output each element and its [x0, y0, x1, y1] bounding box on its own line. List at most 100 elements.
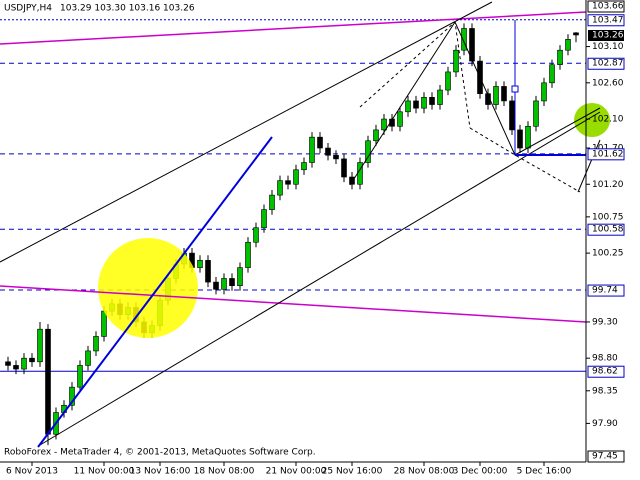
y-tick-label: 98.80: [592, 354, 618, 364]
candle-body: [349, 176, 355, 185]
candle-body: [365, 140, 371, 163]
level-label: 101.62: [592, 149, 624, 159]
y-tick-label: 97.90: [592, 419, 618, 429]
candle-body: [277, 180, 283, 196]
level-box: [587, 284, 625, 297]
level-label: 100.58: [592, 225, 624, 235]
level-label: 103.47: [592, 15, 624, 25]
dotted-line: [469, 127, 581, 193]
plot: [0, 19, 586, 446]
highlight-ellipse: [574, 103, 610, 137]
candle-body: [93, 336, 99, 352]
header-quote: 103.29 103.30 103.16 103.26: [60, 4, 195, 14]
highlight-circle: [98, 238, 198, 338]
candle-body: [21, 357, 27, 370]
candle-body: [317, 136, 323, 149]
candle-body: [373, 129, 379, 142]
candle-body: [413, 100, 419, 109]
candle-body: [565, 39, 571, 51]
candle-body: [301, 162, 307, 171]
candle-body: [29, 357, 35, 363]
x-tick-label: 28 Nov 08:00: [394, 467, 455, 477]
dotted-line: [359, 21, 471, 129]
x-tick-label: 5 Dec 16:00: [517, 467, 572, 477]
x-tick-label: 25 Nov 16:00: [322, 467, 383, 477]
x-tick-label: 13 Nov 16:00: [130, 467, 191, 477]
price-box: [587, 0, 625, 13]
candle-body: [405, 100, 411, 113]
y-tick-label: 102.10: [592, 115, 624, 125]
y-tick-label: 98.35: [592, 386, 618, 396]
candle-body: [469, 28, 475, 62]
wave-line: [349, 20, 601, 186]
candle-body: [237, 267, 243, 287]
footer: RoboForex - MetaTrader 4, © 2001-2013, M…: [4, 448, 316, 458]
level-label: 99.74: [592, 286, 618, 296]
candle-body: [205, 260, 211, 283]
candle-body: [421, 97, 427, 109]
level-box: [587, 57, 625, 70]
candle-body: [37, 328, 43, 363]
x-tick-label: 6 Nov 2013: [6, 467, 58, 477]
x-tick-label: 3 Dec 00:00: [453, 467, 508, 477]
candle-body: [533, 100, 539, 127]
y-tick-label: 101.20: [592, 180, 624, 190]
candle-body: [573, 32, 579, 36]
level-label: 102.87: [592, 59, 624, 69]
y-tick-label: 103.10: [592, 42, 624, 52]
y-limit-label: 97.45: [592, 452, 618, 462]
candle-body: [501, 86, 507, 102]
candle-body: [525, 125, 531, 149]
y-tick-label: 100.25: [592, 249, 624, 259]
candle-body: [253, 227, 259, 243]
candle-body: [429, 97, 435, 105]
channel-line: [0, 1, 493, 263]
trend-line: [0, 285, 587, 323]
candle-body: [381, 118, 387, 131]
candle-body: [493, 86, 499, 105]
candle-body: [357, 162, 363, 185]
candle-body: [309, 136, 315, 163]
candle-body: [221, 278, 227, 290]
level-box: [587, 148, 625, 161]
candle-body: [213, 281, 219, 290]
candle-body: [197, 260, 203, 268]
trend-line: [0, 11, 587, 45]
candle-body: [269, 194, 275, 210]
marker-box: [511, 85, 519, 93]
annotations: [0, 1, 610, 448]
candle-body: [245, 241, 251, 268]
y-limit-label: 103.66: [592, 2, 624, 12]
candle-body: [85, 350, 91, 366]
candle-body: [77, 365, 83, 388]
current-price-label: 103.26: [592, 30, 624, 40]
level-box: [587, 223, 625, 236]
level-box: [587, 365, 625, 378]
candle-body: [509, 100, 515, 131]
candle-body: [517, 129, 523, 149]
candle-body: [541, 82, 547, 102]
x-tick-label: 18 Nov 08:00: [194, 467, 255, 477]
price-box: [587, 450, 625, 463]
candle-body: [485, 93, 491, 105]
candle-body: [445, 71, 451, 91]
candle-body: [341, 158, 347, 178]
y-tick-label: 99.30: [592, 317, 618, 327]
header-symbol: USDJPY,H4: [4, 4, 52, 14]
candle-body: [5, 361, 11, 366]
candle-body: [101, 310, 107, 337]
candle-body: [549, 64, 555, 84]
trend-line: [37, 136, 273, 448]
candle-body: [333, 154, 339, 160]
y-tick-label: 100.75: [592, 212, 624, 222]
candle-body: [45, 328, 51, 435]
x-tick-label: 11 Nov 00:00: [74, 467, 135, 477]
candle-body: [397, 111, 403, 127]
level-label: 98.62: [592, 367, 618, 377]
candle-body: [437, 89, 443, 105]
candle-body: [461, 28, 467, 51]
y-tick-label: 102.60: [592, 78, 624, 88]
candle-body: [453, 49, 459, 73]
candle-body: [261, 209, 267, 229]
